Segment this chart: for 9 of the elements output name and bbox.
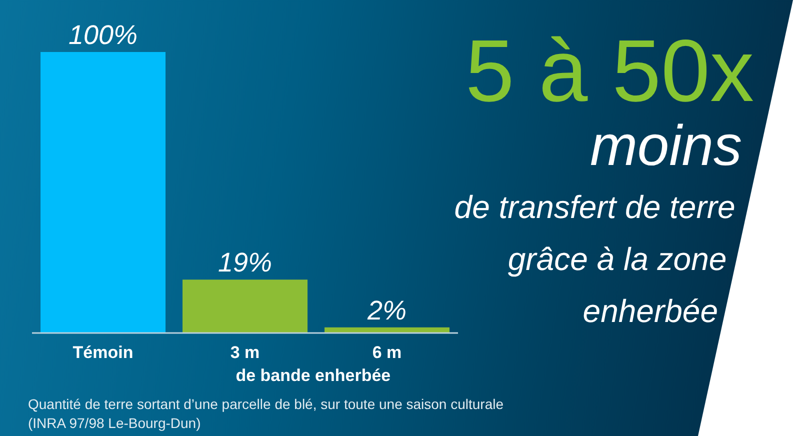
- x-tick-label: Témoin: [72, 343, 134, 362]
- x-tick-label: 3 m: [230, 343, 260, 362]
- x-tick-label: 6 m: [372, 343, 402, 362]
- data-label: 2%: [366, 295, 407, 326]
- x-axis-title: de bande enherbée: [236, 366, 391, 385]
- annotation: de transfert de terre grâce à la zone enherbée: [454, 189, 736, 329]
- data-label: 100%: [68, 20, 138, 50]
- data-label: 19%: [218, 248, 272, 278]
- text: Quantité de terre sortant d’une parcelle de blé, sur toute une saison culturale (INRA 97/98 Le-Bourg-Dun): [28, 396, 504, 431]
